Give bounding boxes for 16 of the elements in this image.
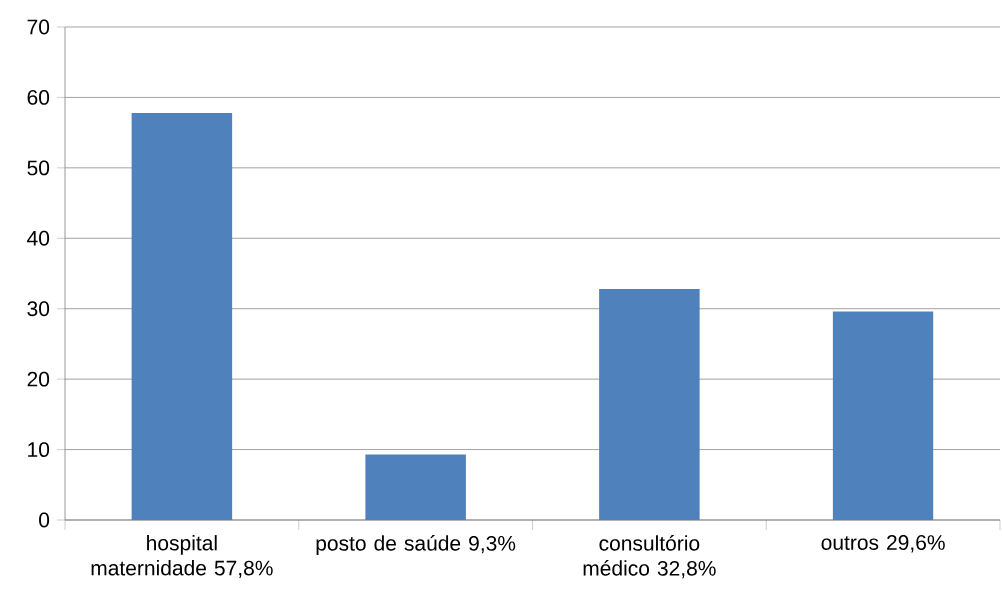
y-tick-label: 10 — [28, 442, 50, 458]
y-tick-label: 70 — [27, 19, 50, 35]
bar — [365, 454, 466, 520]
y-tick-label: 50 — [27, 160, 50, 176]
bar — [832, 311, 934, 520]
bar — [131, 112, 233, 520]
x-tick-label: outros 29,6% — [821, 535, 945, 553]
x-tick-label: hospital maternidade 57,8% — [91, 535, 273, 578]
y-tick-label: 30 — [27, 301, 50, 317]
y-tick-label: 60 — [27, 90, 50, 105]
y-tick-label: 40 — [27, 230, 50, 246]
x-tick-label: posto de saúde 9,3% — [316, 535, 516, 555]
x-tick-label: consultório médico 32,8% — [583, 535, 716, 579]
bar — [599, 288, 700, 520]
y-tick-label: 0 — [39, 512, 50, 528]
y-tick-label: 20 — [27, 371, 50, 387]
